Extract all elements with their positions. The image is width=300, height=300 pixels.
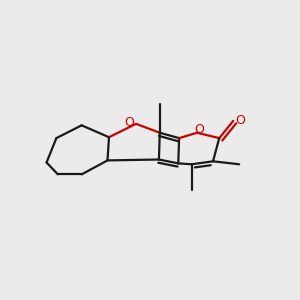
Text: O: O — [194, 123, 204, 136]
Text: O: O — [124, 116, 134, 130]
Text: O: O — [235, 114, 245, 128]
